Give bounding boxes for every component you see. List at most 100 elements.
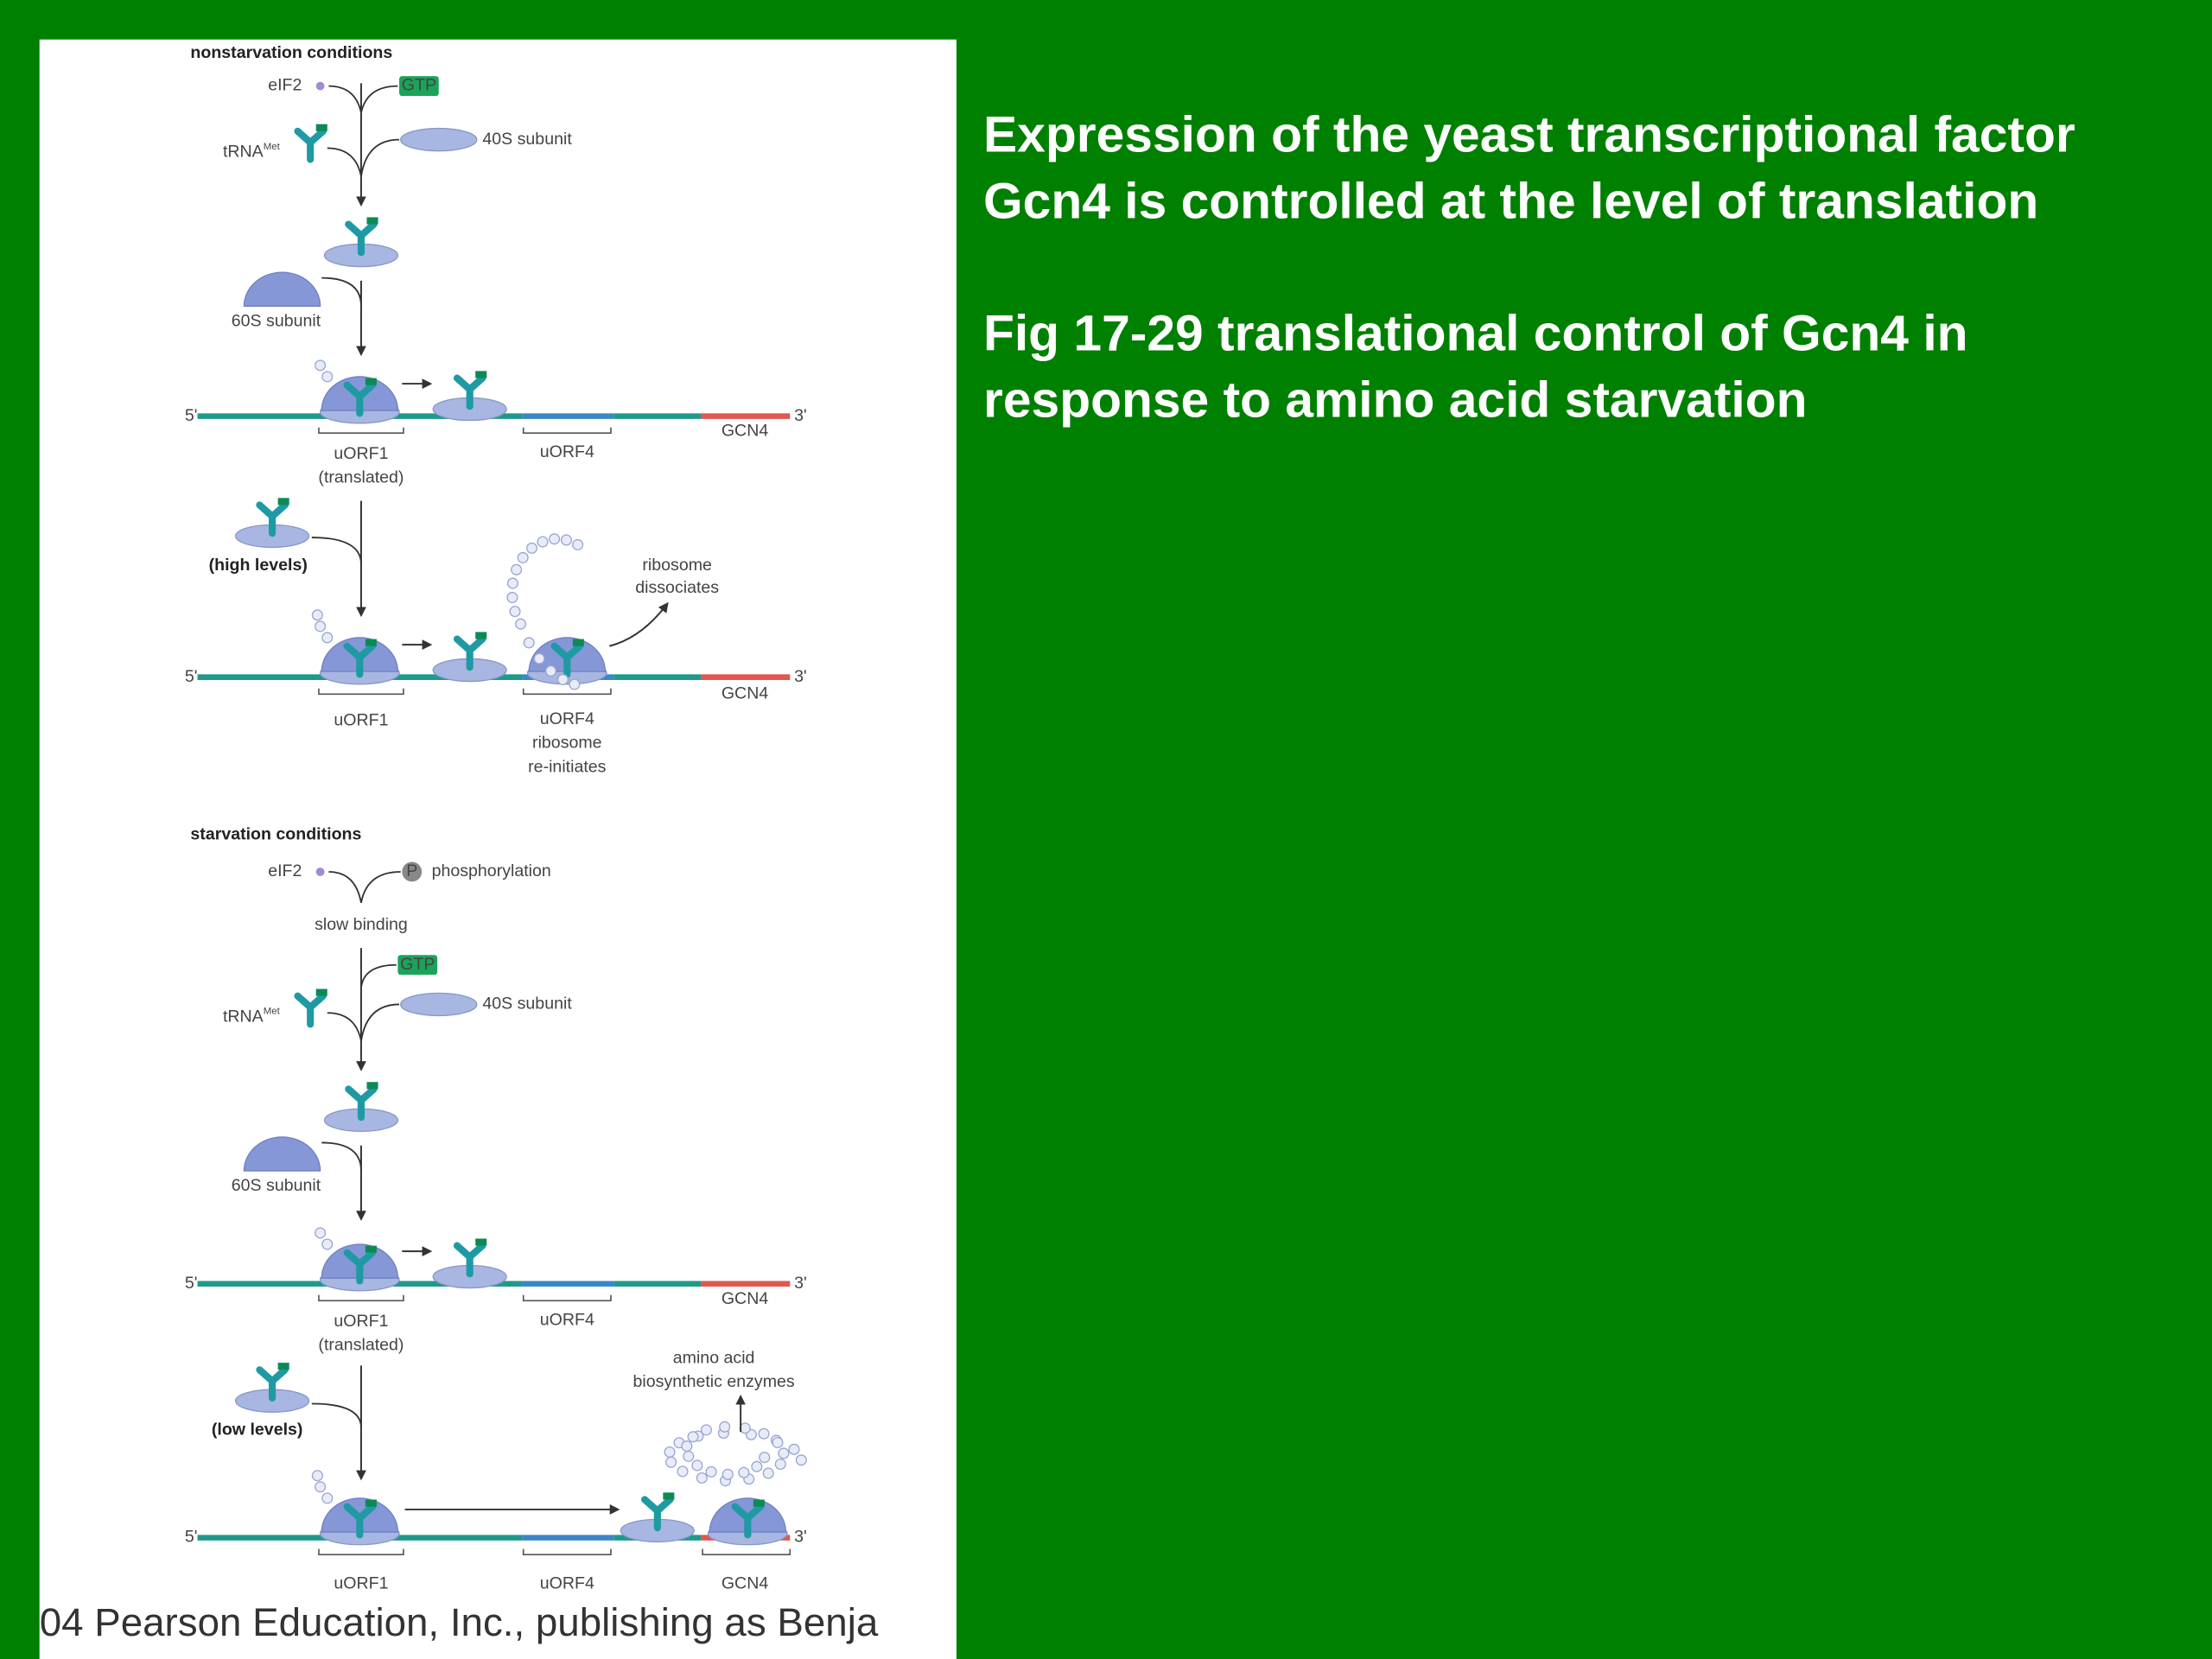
phosphorylation-label: phosphorylation <box>432 861 551 880</box>
peptide-bead <box>774 1458 786 1470</box>
peptide-bead <box>778 1447 790 1459</box>
uorf4-label: uORF4 <box>540 709 594 728</box>
orf-bracket <box>522 688 612 696</box>
heading-line: Gcn4 is controlled at the level of trans… <box>983 173 2038 229</box>
eif2-label: eIF2 <box>268 76 302 95</box>
trna-icon <box>641 1496 674 1532</box>
peptide-bead <box>556 673 569 685</box>
met-tag <box>277 498 289 505</box>
peptide-bead <box>526 542 538 554</box>
high-levels-label: (high levels) <box>209 556 308 575</box>
dissociates-label: dissociates <box>635 578 719 597</box>
met-tag <box>475 1238 487 1246</box>
trna-icon <box>453 374 486 410</box>
orf-bracket <box>522 427 612 435</box>
copyright-footer: 04 Pearson Education, Inc., publishing a… <box>40 1600 879 1644</box>
peptide-bead <box>523 637 535 649</box>
peptide-bead <box>315 620 327 632</box>
trna-icon <box>453 1242 486 1278</box>
peptide-bead <box>795 1454 807 1466</box>
met-tag <box>366 1082 378 1090</box>
heading-line: Fig 17-29 translational control of Gcn4 … <box>983 306 1968 362</box>
trna-icon <box>343 381 377 417</box>
peptide-bead <box>721 1468 734 1480</box>
met-tag <box>663 1492 675 1500</box>
reinitiates-label: ribosome <box>532 734 602 753</box>
translated-label: (translated) <box>318 1336 404 1355</box>
eif2-dot <box>315 868 325 876</box>
five-prime: 5' <box>185 406 198 425</box>
peptide-bead <box>315 1481 327 1493</box>
met-tag <box>365 639 377 646</box>
subunit-40s-label: 40S subunit <box>482 130 572 149</box>
heading-line: Expression of the yeast transcriptional … <box>983 107 2075 163</box>
slide-text: Expression of the yeast transcriptional … <box>983 107 2075 429</box>
phospho-circle <box>402 861 423 882</box>
eif2-dot <box>315 81 325 91</box>
heading-line: response to amino acid starvation <box>983 372 1808 428</box>
peptide-bead <box>321 632 334 644</box>
peptide-bead <box>788 1443 800 1455</box>
peptide-bead <box>506 577 518 589</box>
met-tag <box>365 1245 377 1253</box>
figure-panel <box>39 39 957 1659</box>
peptide-bead <box>691 1459 703 1471</box>
orf-bracket <box>318 1548 404 1555</box>
five-prime: 5' <box>185 667 198 686</box>
met-tag <box>475 632 487 639</box>
peptide-bead <box>549 533 561 545</box>
gcn4-label: GCN4 <box>721 1574 769 1593</box>
peptide-bead <box>758 1427 770 1440</box>
trna-icon <box>343 642 377 678</box>
trna-icon <box>345 1085 378 1122</box>
phospho-p: P <box>406 861 417 880</box>
peptide-bead <box>509 606 521 618</box>
trna-icon <box>453 635 486 671</box>
trna-icon <box>550 642 584 678</box>
join-curve <box>328 871 401 904</box>
peptide-bead <box>560 534 573 546</box>
join-curve <box>328 85 398 113</box>
uorf1-label: uORF1 <box>334 710 388 729</box>
peptide-bead <box>759 1452 771 1464</box>
gtp-label: GTP <box>402 76 436 95</box>
subunit-60s <box>243 1136 321 1172</box>
peptide-bead <box>311 609 323 621</box>
uorf1-label: uORF1 <box>334 1312 388 1331</box>
subunit-40s-label: 40S subunit <box>482 995 572 1014</box>
trna-superscript: Met <box>264 1007 281 1017</box>
peptide-bead <box>569 678 581 690</box>
peptide-bead <box>572 538 584 550</box>
three-prime: 3' <box>794 1528 807 1547</box>
five-prime: 5' <box>185 1274 198 1293</box>
peptide-bead <box>315 359 327 372</box>
peptide-bead <box>772 1436 784 1449</box>
slow-binding-label: slow binding <box>315 915 408 934</box>
subunit-60s-label: 60S subunit <box>232 311 321 330</box>
trna-icon <box>343 1249 377 1285</box>
met-tag <box>315 124 327 131</box>
enzymes-label: amino acid <box>673 1348 755 1367</box>
three-prime: 3' <box>794 406 807 425</box>
trna-icon <box>256 1366 289 1402</box>
peptide-bead <box>705 1465 717 1478</box>
uorf4-label: uORF4 <box>540 1574 594 1593</box>
trna-icon <box>343 1503 377 1539</box>
met-tag <box>753 1499 765 1507</box>
gtp-box <box>397 955 438 976</box>
enzymes-label: biosynthetic enzymes <box>633 1372 795 1391</box>
trna-icon <box>256 501 289 537</box>
met-tag <box>572 639 584 646</box>
met-tag <box>365 378 377 385</box>
peptide-bead <box>533 652 545 664</box>
orf-bracket <box>522 1548 612 1555</box>
peptide-bead <box>681 1440 693 1452</box>
subunit-40s <box>400 127 478 152</box>
peptide-bead <box>515 618 527 630</box>
peptide-bead <box>687 1431 699 1443</box>
met-tag <box>277 1363 289 1370</box>
peptide-bead <box>311 1470 323 1482</box>
peptide-bead <box>696 1471 708 1484</box>
